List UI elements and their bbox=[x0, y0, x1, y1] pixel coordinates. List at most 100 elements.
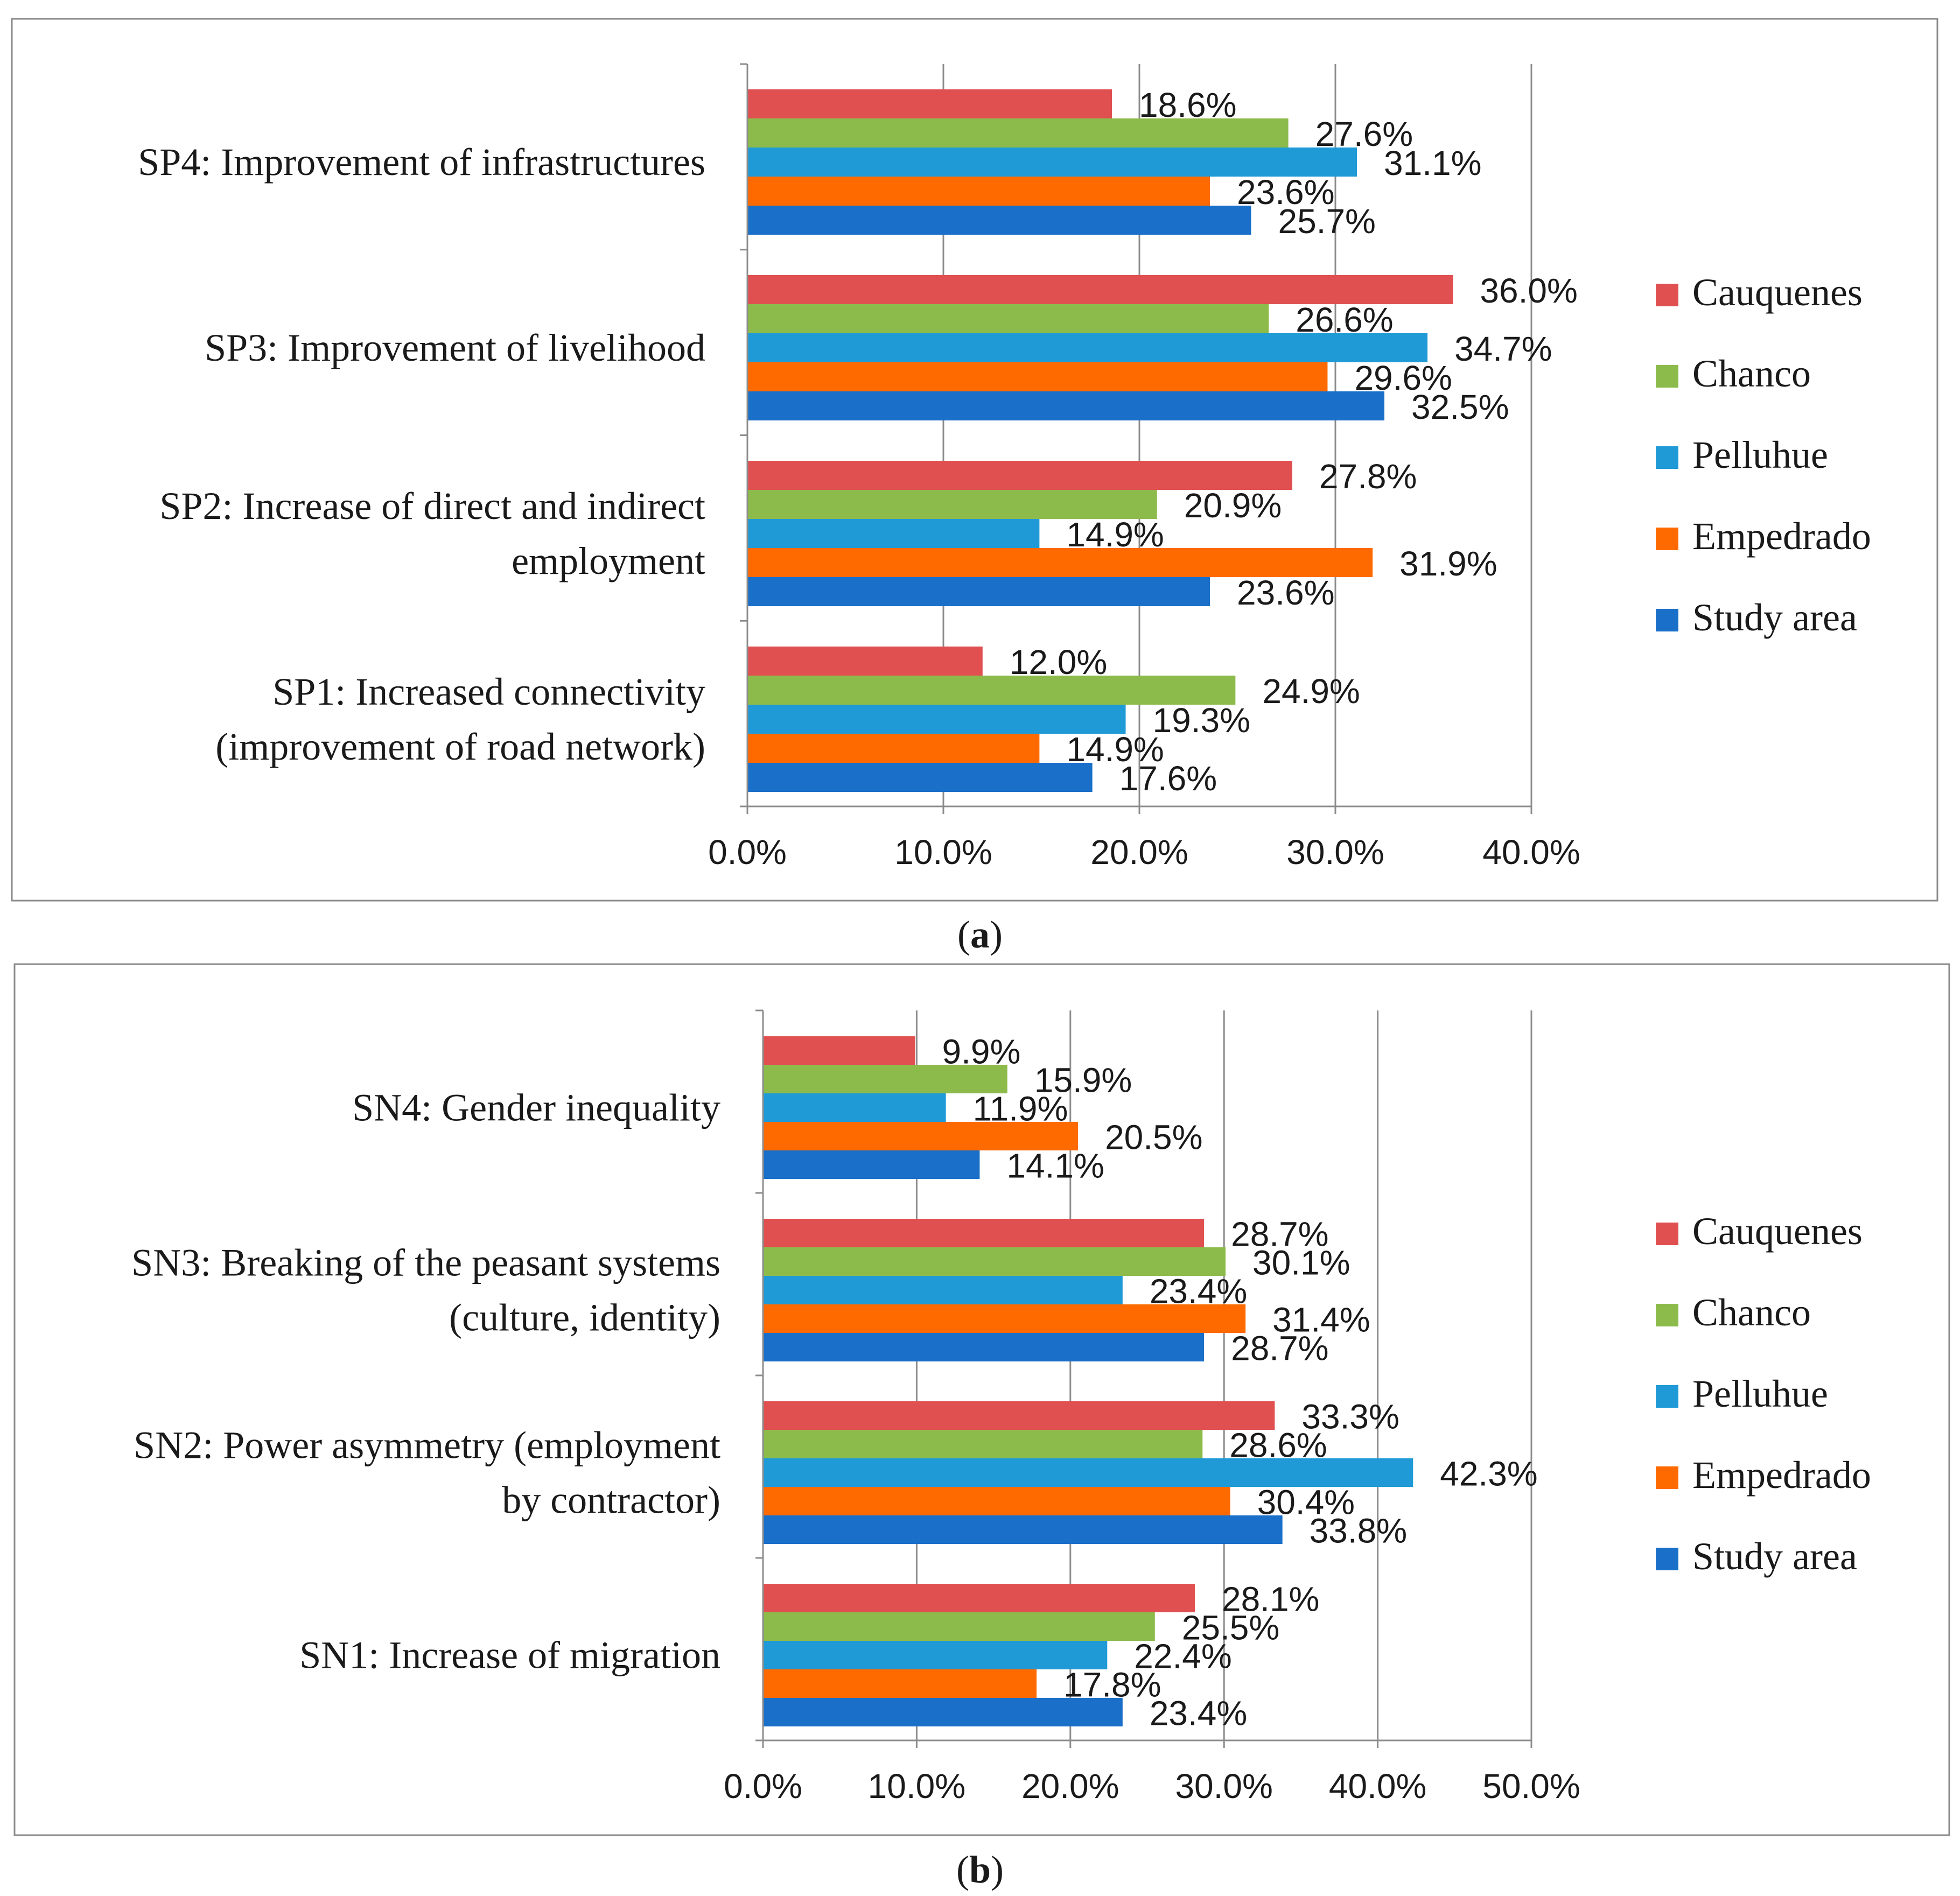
data-label: 33.8% bbox=[1310, 1512, 1407, 1550]
panel-frame bbox=[13, 963, 1950, 1836]
data-label: 25.5% bbox=[1182, 1609, 1279, 1647]
bar-chanco bbox=[747, 118, 1289, 148]
legend-swatch bbox=[1656, 1385, 1678, 1408]
data-label: 14.9% bbox=[1066, 515, 1164, 554]
category-label-line: SN1: Increase of migration bbox=[299, 1634, 720, 1677]
data-label: 9.9% bbox=[942, 1033, 1021, 1071]
bar-chanco bbox=[747, 676, 1236, 705]
data-label: 31.9% bbox=[1399, 544, 1497, 583]
panel-caption: (a) bbox=[957, 913, 1003, 956]
legend-swatch bbox=[1656, 1304, 1678, 1326]
legend-swatch bbox=[1656, 365, 1678, 388]
data-label: 17.8% bbox=[1063, 1666, 1161, 1704]
x-tick-label: 10.0% bbox=[894, 833, 992, 872]
bar-study-area bbox=[747, 206, 1251, 235]
bar-pelluhue bbox=[763, 1641, 1108, 1669]
category-label: SN1: Increase of migration bbox=[299, 1634, 720, 1677]
category-label-line: SP1: Increased connectivity bbox=[272, 670, 705, 713]
data-label: 11.9% bbox=[973, 1090, 1068, 1128]
data-label: 20.9% bbox=[1184, 486, 1282, 525]
data-label: 12.0% bbox=[1010, 643, 1107, 682]
bar-pelluhue bbox=[747, 148, 1357, 177]
bar-cauquenes bbox=[747, 275, 1453, 304]
bar-chanco bbox=[747, 490, 1157, 519]
panel-caption: (b) bbox=[956, 1848, 1004, 1891]
bar-cauquenes bbox=[763, 1036, 915, 1065]
category-label: SN3: Breaking of the peasant systems (cul… bbox=[131, 1241, 720, 1339]
bar-empedrado bbox=[747, 548, 1373, 577]
bar-empedrado bbox=[747, 362, 1328, 391]
x-tick-label: 20.0% bbox=[1090, 833, 1188, 872]
bar-cauquenes bbox=[763, 1584, 1195, 1612]
bar-chanco bbox=[763, 1612, 1155, 1641]
category-label-line: SN4: Gender inequality bbox=[352, 1086, 720, 1129]
data-label: 28.7% bbox=[1231, 1329, 1328, 1368]
data-label: 29.6% bbox=[1354, 359, 1452, 397]
legend-swatch bbox=[1656, 1466, 1678, 1489]
data-label: 27.8% bbox=[1319, 457, 1417, 496]
category-label: SP1: Increased connectivity (improvement … bbox=[215, 670, 705, 768]
bar-pelluhue bbox=[747, 333, 1428, 362]
legend-swatch bbox=[1656, 1548, 1678, 1570]
x-tick-label: 40.0% bbox=[1329, 1767, 1426, 1806]
data-label: 23.6% bbox=[1237, 173, 1334, 212]
x-tick-label: 0.0% bbox=[724, 1767, 802, 1806]
legend-swatch bbox=[1656, 284, 1678, 306]
bar-cauquenes bbox=[763, 1401, 1275, 1430]
x-tick-label: 50.0% bbox=[1482, 1767, 1580, 1806]
bar-study-area bbox=[763, 1333, 1205, 1361]
data-label: 17.6% bbox=[1119, 759, 1217, 798]
data-label: 31.1% bbox=[1384, 144, 1481, 182]
data-label: 20.5% bbox=[1105, 1118, 1202, 1157]
category-label-line: SP4: Improvement of infrastructures bbox=[138, 141, 705, 184]
data-label: 27.6% bbox=[1315, 115, 1413, 153]
data-label: 31.4% bbox=[1272, 1301, 1370, 1339]
x-tick-label: 10.0% bbox=[868, 1767, 965, 1806]
category-label-line: SN3: Breaking of the peasant systems bbox=[131, 1241, 720, 1284]
bar-empedrado bbox=[747, 177, 1210, 206]
data-label: 26.6% bbox=[1296, 300, 1393, 339]
data-label: 25.7% bbox=[1278, 202, 1375, 241]
category-label: SN2: Power asymmetry (employment by contr… bbox=[134, 1424, 720, 1522]
x-tick-label: 20.0% bbox=[1021, 1767, 1119, 1806]
category-label-line: SP3: Improvement of livelihood bbox=[205, 326, 705, 369]
bar-study-area bbox=[763, 1150, 980, 1179]
category-label-line: SN2: Power asymmetry (employment bbox=[134, 1424, 720, 1467]
data-label: 30.1% bbox=[1252, 1244, 1350, 1282]
bar-study-area bbox=[763, 1515, 1283, 1544]
legend: Cauquenes Chanco Pelluhue Empedrado Study ar… bbox=[1656, 1210, 1871, 1578]
legend-swatch bbox=[1656, 609, 1678, 631]
bar-chanco bbox=[763, 1247, 1226, 1276]
data-label: 42.3% bbox=[1440, 1455, 1537, 1493]
bar-chanco bbox=[747, 304, 1269, 333]
data-label: 28.7% bbox=[1231, 1215, 1328, 1254]
data-label: 34.7% bbox=[1454, 329, 1552, 368]
legend-swatch bbox=[1656, 528, 1678, 550]
bar-study-area bbox=[747, 763, 1093, 792]
bar-pelluhue bbox=[763, 1276, 1123, 1304]
category-label-line: (improvement of road network) bbox=[215, 725, 705, 768]
legend-label: Cauquenes bbox=[1692, 271, 1863, 314]
category-label-line: by contractor) bbox=[502, 1479, 720, 1522]
chart-panel-b: 9.9% 15.9%11.9% 20.5%14.1% SN4: Gender ineq… bbox=[13, 963, 1950, 1836]
data-label: 23.4% bbox=[1150, 1272, 1247, 1311]
bar-study-area bbox=[763, 1698, 1123, 1726]
data-label: 18.6% bbox=[1139, 86, 1236, 124]
category-label: SP3: Improvement of livelihood bbox=[205, 326, 705, 369]
category-label: SN4: Gender inequality bbox=[352, 1086, 720, 1129]
bar-pelluhue bbox=[747, 519, 1040, 548]
legend-label: Empedrado bbox=[1692, 515, 1871, 558]
legend-label: Cauquenes bbox=[1692, 1210, 1863, 1253]
bar-cauquenes bbox=[747, 461, 1292, 490]
x-tick-label: 30.0% bbox=[1286, 833, 1384, 872]
category-label: SP4: Improvement of infrastructures bbox=[138, 141, 705, 184]
data-label: 23.4% bbox=[1150, 1694, 1247, 1733]
x-tick-label: 40.0% bbox=[1482, 833, 1580, 872]
x-tick-label: 30.0% bbox=[1175, 1767, 1272, 1806]
legend-label: Pelluhue bbox=[1692, 433, 1828, 476]
bar-chanco bbox=[763, 1430, 1203, 1458]
legend: Cauquenes Chanco Pelluhue Empedrado Study ar… bbox=[1656, 271, 1871, 639]
bar-empedrado bbox=[763, 1669, 1037, 1698]
legend-label: Chanco bbox=[1692, 1291, 1811, 1334]
